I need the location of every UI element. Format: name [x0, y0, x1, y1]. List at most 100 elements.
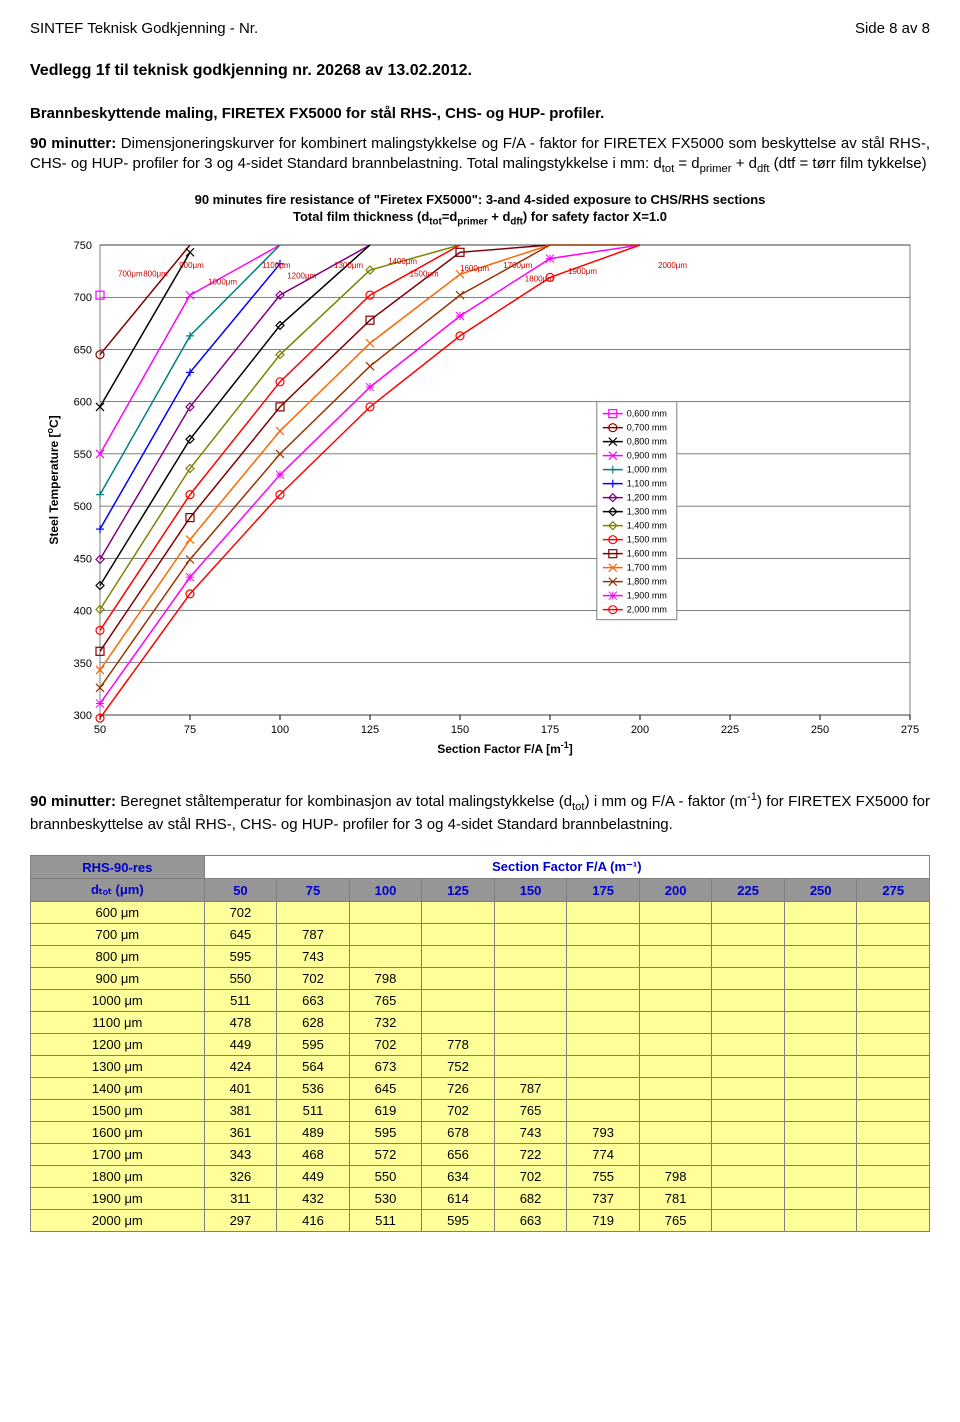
table-cell: 511: [277, 1100, 350, 1122]
caption-prefix: 90 minutter:: [30, 793, 116, 810]
table-cell-empty: [567, 924, 640, 946]
table-row-label: 1900 μm: [31, 1188, 205, 1210]
table-cell-empty: [784, 990, 857, 1012]
table-cell-empty: [639, 1122, 712, 1144]
table-cell: 732: [349, 1012, 422, 1034]
table-cell-empty: [784, 1188, 857, 1210]
svg-text:75: 75: [184, 724, 196, 736]
table-cell-empty: [567, 1056, 640, 1078]
table-cell-empty: [784, 1210, 857, 1232]
table-row-label: 1200 μm: [31, 1034, 205, 1056]
chart-container: 90 minutes fire resistance of "Firetex F…: [40, 192, 920, 777]
svg-text:250: 250: [811, 724, 829, 736]
table-cell-empty: [784, 1100, 857, 1122]
table-row: 1500 μm381511619702765: [31, 1100, 930, 1122]
svg-text:200: 200: [631, 724, 649, 736]
table-row: 1600 μm361489595678743793: [31, 1122, 930, 1144]
svg-text:700μm: 700μm: [118, 269, 143, 278]
table-row-label: 600 μm: [31, 902, 205, 924]
svg-text:600: 600: [74, 396, 92, 408]
table-cell-empty: [857, 1210, 930, 1232]
table-row-label: 1600 μm: [31, 1122, 205, 1144]
header-right: Side 8 av 8: [855, 20, 930, 37]
table-cell-empty: [639, 990, 712, 1012]
svg-text:1600μm: 1600μm: [460, 264, 489, 273]
page-subtitle: Brannbeskyttende maling, FIRETEX FX5000 …: [30, 105, 930, 122]
table-cell: 726: [422, 1078, 495, 1100]
table-cell-empty: [567, 990, 640, 1012]
table-cell: 511: [204, 990, 277, 1012]
table-cell-empty: [494, 1012, 567, 1034]
table-cell-empty: [567, 902, 640, 924]
table-cell-empty: [639, 1056, 712, 1078]
page-title: Vedlegg 1f til teknisk godkjenning nr. 2…: [30, 62, 930, 80]
table-cell-empty: [639, 1034, 712, 1056]
svg-text:100: 100: [271, 724, 289, 736]
table-row: 2000 μm297416511595663719765: [31, 1210, 930, 1232]
table-cell: 381: [204, 1100, 277, 1122]
table-cell: 781: [639, 1188, 712, 1210]
svg-text:0,800 mm: 0,800 mm: [627, 436, 667, 446]
table-cell: 678: [422, 1122, 495, 1144]
svg-text:1,300 mm: 1,300 mm: [627, 506, 667, 516]
table-cell: 743: [277, 946, 350, 968]
table-cell: 595: [349, 1122, 422, 1144]
table-cell-empty: [712, 1144, 785, 1166]
table-cell: 702: [494, 1166, 567, 1188]
table-cell-empty: [567, 1100, 640, 1122]
table-cell: 743: [494, 1122, 567, 1144]
table-section-header: Section Factor F/A (m⁻¹): [204, 856, 929, 879]
table-cell-empty: [712, 1122, 785, 1144]
table-cell-empty: [639, 902, 712, 924]
table-cell-empty: [567, 946, 640, 968]
table-cell-empty: [712, 1034, 785, 1056]
table-cell-empty: [639, 924, 712, 946]
svg-text:350: 350: [74, 657, 92, 669]
table-cell-empty: [712, 1188, 785, 1210]
table-cell-empty: [784, 1144, 857, 1166]
table-cell: 798: [639, 1166, 712, 1188]
svg-text:1800μm: 1800μm: [525, 274, 554, 283]
table-row-label: 1000 μm: [31, 990, 205, 1012]
table-row-label: 2000 μm: [31, 1210, 205, 1232]
table-row: 1200 μm449595702778: [31, 1034, 930, 1056]
para1-prefix: 90 minutter:: [30, 135, 116, 152]
line-chart: 3003504004505005506006507007505075100125…: [40, 235, 920, 775]
table-row: 1100 μm478628732: [31, 1012, 930, 1034]
table-cell: 765: [494, 1100, 567, 1122]
svg-text:1500μm: 1500μm: [410, 269, 439, 278]
svg-text:275: 275: [901, 724, 919, 736]
table-row: 1300 μm424564673752: [31, 1056, 930, 1078]
table-col-header: 225: [712, 879, 785, 902]
table-cell-empty: [422, 946, 495, 968]
table-cell: 793: [567, 1122, 640, 1144]
table-cell: 645: [204, 924, 277, 946]
table-cell-empty: [349, 924, 422, 946]
svg-text:1,700 mm: 1,700 mm: [627, 562, 667, 572]
table-cell-empty: [422, 990, 495, 1012]
table-cell-empty: [784, 1166, 857, 1188]
table-col-header: 75: [277, 879, 350, 902]
table-row: 1400 μm401536645726787: [31, 1078, 930, 1100]
table-cell-empty: [349, 946, 422, 968]
table-cell: 778: [422, 1034, 495, 1056]
table-cell-empty: [422, 902, 495, 924]
table-row: 1700 μm343468572656722774: [31, 1144, 930, 1166]
table-cell-empty: [639, 1144, 712, 1166]
table-cell: 702: [277, 968, 350, 990]
table-cell: 755: [567, 1166, 640, 1188]
table-cell-empty: [494, 1056, 567, 1078]
table-col-header: 125: [422, 879, 495, 902]
table-cell: 530: [349, 1188, 422, 1210]
table-cell-empty: [567, 1012, 640, 1034]
svg-text:700: 700: [74, 292, 92, 304]
svg-text:500: 500: [74, 501, 92, 513]
table-col-header: 150: [494, 879, 567, 902]
table-cell: 550: [204, 968, 277, 990]
page-header: SINTEF Teknisk Godkjenning - Nr. Side 8 …: [30, 20, 930, 37]
table-col-header: 100: [349, 879, 422, 902]
table-cell-empty: [639, 1078, 712, 1100]
table-cell-empty: [784, 1056, 857, 1078]
table-cell-empty: [784, 968, 857, 990]
svg-text:50: 50: [94, 724, 106, 736]
